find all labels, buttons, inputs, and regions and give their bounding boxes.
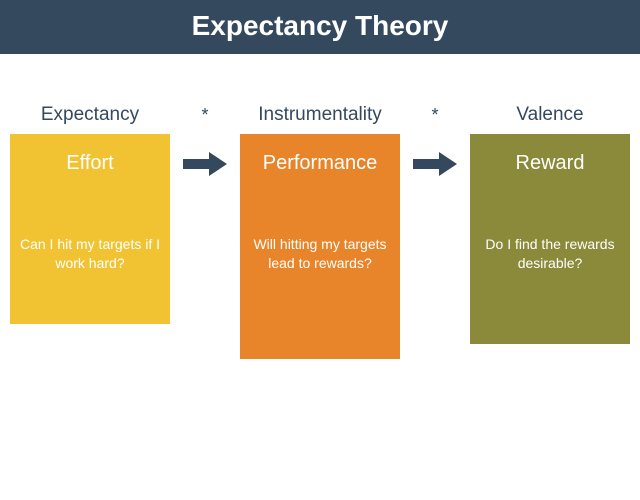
- box-question-effort: Can I hit my targets if I work hard?: [18, 235, 162, 273]
- arrow-1-cell: [178, 134, 233, 359]
- operator-1: *: [178, 105, 233, 126]
- arrow-right-icon: [413, 154, 458, 174]
- arrow-2-cell: [408, 134, 463, 359]
- box-question-performance: Will hitting my targets lead to rewards?: [248, 235, 392, 273]
- label-instrumentality: Instrumentality: [240, 104, 400, 126]
- box-question-reward: Do I find the rewards desirable?: [478, 235, 622, 273]
- diagram-container: Expectancy * Instrumentality * Valence E…: [0, 104, 640, 359]
- header-bar: Expectancy Theory: [0, 0, 640, 54]
- box-title-effort: Effort: [18, 152, 162, 175]
- boxes-row: Effort Can I hit my targets if I work ha…: [10, 134, 630, 359]
- page-title: Expectancy Theory: [192, 10, 449, 41]
- box-title-performance: Performance: [248, 152, 392, 175]
- label-valence: Valence: [470, 104, 630, 126]
- top-labels-row: Expectancy * Instrumentality * Valence: [10, 104, 630, 134]
- operator-2: *: [408, 105, 463, 126]
- arrow-right-icon: [183, 154, 228, 174]
- label-expectancy: Expectancy: [10, 104, 170, 126]
- box-title-reward: Reward: [478, 152, 622, 175]
- box-performance: Performance Will hitting my targets lead…: [240, 134, 400, 359]
- box-effort: Effort Can I hit my targets if I work ha…: [10, 134, 170, 324]
- box-reward: Reward Do I find the rewards desirable?: [470, 134, 630, 344]
